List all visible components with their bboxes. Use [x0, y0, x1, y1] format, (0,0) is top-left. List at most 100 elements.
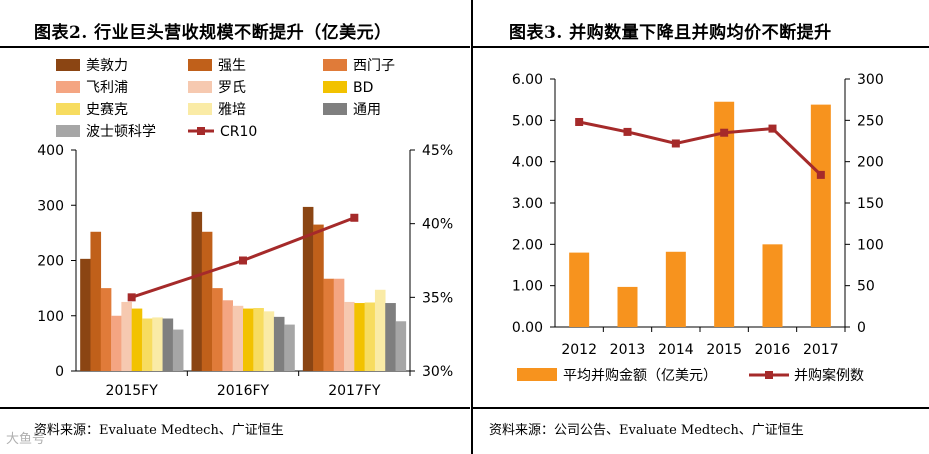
- y2-tick-label: 0: [857, 320, 866, 336]
- panel-divider: [471, 0, 473, 454]
- bar-飞利浦: [222, 300, 233, 371]
- y-tick-label: 3.00: [512, 196, 543, 212]
- legend-label: CR10: [220, 124, 257, 140]
- bar-西门子: [323, 278, 335, 371]
- avg-deal-bar: [617, 286, 638, 327]
- bar-西门子: [212, 288, 223, 371]
- bar-美敦力: [80, 258, 91, 371]
- legend-swatch: [323, 103, 347, 115]
- bar-罗氏: [121, 301, 132, 371]
- bar-雅培: [263, 311, 275, 371]
- y-tick-label: 0: [55, 364, 64, 380]
- legend-label: 罗氏: [218, 80, 246, 96]
- legend-label: 雅培: [218, 102, 246, 118]
- bar-罗氏: [232, 305, 244, 371]
- legend-line-marker: [765, 371, 773, 379]
- legend-label: 史赛克: [86, 102, 128, 118]
- bar-通用: [273, 316, 285, 371]
- right-title-rule: [473, 46, 929, 48]
- y-tick-label: 1.00: [512, 279, 543, 295]
- bar-通用: [162, 318, 174, 371]
- x-tick-label: 2013: [610, 342, 646, 358]
- bar-波士顿科学: [172, 329, 184, 371]
- y-tick-label: 200: [37, 254, 64, 270]
- x-tick-label: 2015FY: [106, 383, 159, 399]
- x-tick-label: 2017FY: [328, 383, 381, 399]
- bar-史赛克: [253, 308, 264, 371]
- legend-swatch: [188, 81, 212, 93]
- deal-count-line: [578, 120, 822, 176]
- y-tick-label: 0.00: [512, 320, 543, 336]
- right-source-note: 资料来源：公司公告、Evaluate Medtech、广证恒生: [489, 423, 804, 438]
- legend-swatch: [323, 59, 347, 71]
- x-tick-label: 2016: [755, 342, 791, 358]
- left-title-rule: [0, 46, 470, 48]
- left-chart-title: 图表2. 行业巨头营收规模不断提升（亿美元）: [34, 23, 392, 43]
- deal-count-marker: [720, 128, 729, 137]
- y-tick-label: 6.00: [512, 72, 543, 88]
- avg-deal-bar: [714, 101, 735, 327]
- avg-deal-bar: [762, 244, 783, 327]
- legend-label: 飞利浦: [86, 80, 128, 96]
- legend-label: 平均并购金额（亿美元）: [563, 368, 717, 384]
- legend-line-marker: [197, 127, 205, 135]
- x-tick-label: 2014: [658, 342, 694, 358]
- legend-label: 通用: [353, 102, 381, 118]
- x-tick-label: 2015: [706, 342, 742, 358]
- y-tick-label: 4.00: [512, 155, 543, 171]
- bar-通用: [385, 303, 396, 371]
- deal-count-marker: [768, 124, 777, 133]
- bar-史赛克: [141, 318, 153, 371]
- legend-swatch: [188, 59, 212, 71]
- bar-美敦力: [302, 206, 314, 371]
- avg-deal-bar: [665, 251, 686, 327]
- avg-deal-bar: [569, 252, 590, 327]
- bar-BD: [131, 308, 143, 371]
- bar-BD: [243, 308, 254, 371]
- y2-tick-label: 300: [857, 72, 884, 88]
- legend-label: BD: [353, 80, 373, 96]
- y-tick-label: 2.00: [512, 237, 543, 253]
- cr10-marker: [350, 213, 359, 222]
- y2-tick-label: 200: [857, 155, 884, 171]
- legend-label: 波士顿科学: [86, 124, 156, 140]
- legend-label: 西门子: [353, 58, 395, 74]
- y2-tick-label: 250: [857, 113, 884, 129]
- x-tick-label: 2016FY: [217, 383, 270, 399]
- legend-swatch: [323, 81, 347, 93]
- y2-tick-label: 35%: [422, 290, 453, 306]
- deal-count-marker: [575, 117, 584, 126]
- bar-强生: [201, 231, 213, 371]
- legend-swatch: [56, 59, 80, 71]
- deal-count-marker: [671, 139, 680, 148]
- left-source-rule: [0, 407, 470, 409]
- bar-雅培: [374, 289, 386, 371]
- y2-tick-label: 100: [857, 237, 884, 253]
- bar-飞利浦: [111, 315, 122, 371]
- left-source-note: 资料来源：Evaluate Medtech、广证恒生: [34, 423, 284, 438]
- deal-count-marker: [623, 127, 632, 136]
- y-tick-label: 5.00: [512, 113, 543, 129]
- legend-label: 并购案例数: [794, 367, 864, 384]
- x-tick-label: 2017: [803, 342, 839, 358]
- right-chart-svg: 0.00 1.00 2.00 3.00 4.00 5.00 6.00 0 50 100 150 200…: [512, 72, 884, 384]
- legend-swatch: [56, 81, 80, 93]
- bar-雅培: [152, 317, 163, 371]
- cr10-marker: [239, 256, 247, 265]
- y-tick-label: 300: [37, 198, 64, 214]
- y2-tick-label: 45%: [422, 143, 453, 159]
- avg-deal-bar: [810, 104, 831, 327]
- x-tick-label: 2012: [561, 342, 597, 358]
- bar-罗氏: [344, 301, 355, 371]
- bar-波士顿科学: [395, 321, 407, 371]
- bar-西门子: [100, 288, 112, 371]
- y2-tick-label: 150: [857, 196, 884, 212]
- watermark-text: 大鱼号: [6, 432, 46, 447]
- cr10-marker: [127, 293, 136, 302]
- legend-swatch: [56, 125, 80, 137]
- bar-BD: [354, 303, 365, 371]
- bar-强生: [313, 224, 324, 371]
- legend-label: 美敦力: [86, 58, 128, 74]
- bar-波士顿科学: [284, 324, 295, 371]
